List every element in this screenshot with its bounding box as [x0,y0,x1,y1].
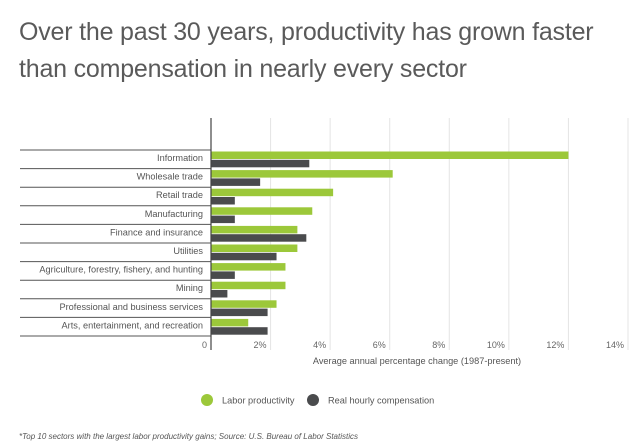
legend-label: Real hourly compensation [328,396,434,406]
x-tick-label: 6% [373,340,386,350]
bar-real-hourly-compensation [211,271,235,279]
x-tick-label: 2% [254,340,267,350]
x-tick-label: 4% [313,340,326,350]
category-label: Professional and business services [59,302,203,312]
x-tick-label: 8% [432,340,445,350]
bar-labor-productivity [211,207,313,215]
x-tick-label: 10% [487,340,505,350]
bar-real-hourly-compensation [211,215,235,224]
bar-labor-productivity [211,151,569,159]
bar-labor-productivity [211,263,286,271]
legend-swatch-labor-productivity [201,394,213,406]
bar-labor-productivity [211,281,286,290]
x-tick-label: 14% [606,340,624,350]
footnote: *Top 10 sectors with the largest labor p… [19,432,358,441]
bar-real-hourly-compensation [211,308,268,317]
bar-real-hourly-compensation [211,234,307,242]
bar-labor-productivity [211,170,393,178]
bar-labor-productivity [211,188,334,197]
category-label: Information [157,153,203,163]
category-label: Agriculture, forestry, fishery, and hunt… [39,265,203,275]
legend-swatch-real-hourly-compensation [307,394,319,406]
chart-title: Over the past 30 years, productivity has… [19,18,594,83]
legend-label: Labor productivity [222,396,295,406]
category-label: Manufacturing [145,209,203,219]
bar-labor-productivity [211,225,298,234]
category-label: Finance and insurance [110,227,203,237]
bar-labor-productivity [211,318,249,327]
category-label: Retail trade [156,190,203,200]
bar-real-hourly-compensation [211,327,268,335]
bar-real-hourly-compensation [211,252,277,261]
x-tick-label: 0 [202,340,207,350]
bar-real-hourly-compensation [211,159,310,168]
x-axis-title: Average annual percentage change (1987-p… [313,356,521,366]
bar-real-hourly-compensation [211,197,235,205]
bar-real-hourly-compensation [211,178,261,186]
category-label: Utilities [173,246,203,256]
bar-labor-productivity [211,244,298,252]
category-label: Arts, entertainment, and recreation [62,320,203,330]
bar-real-hourly-compensation [211,290,228,298]
x-tick-label: 12% [546,340,564,350]
category-label: Mining [176,283,203,293]
bar-labor-productivity [211,300,277,308]
category-label: Wholesale trade [137,172,203,182]
